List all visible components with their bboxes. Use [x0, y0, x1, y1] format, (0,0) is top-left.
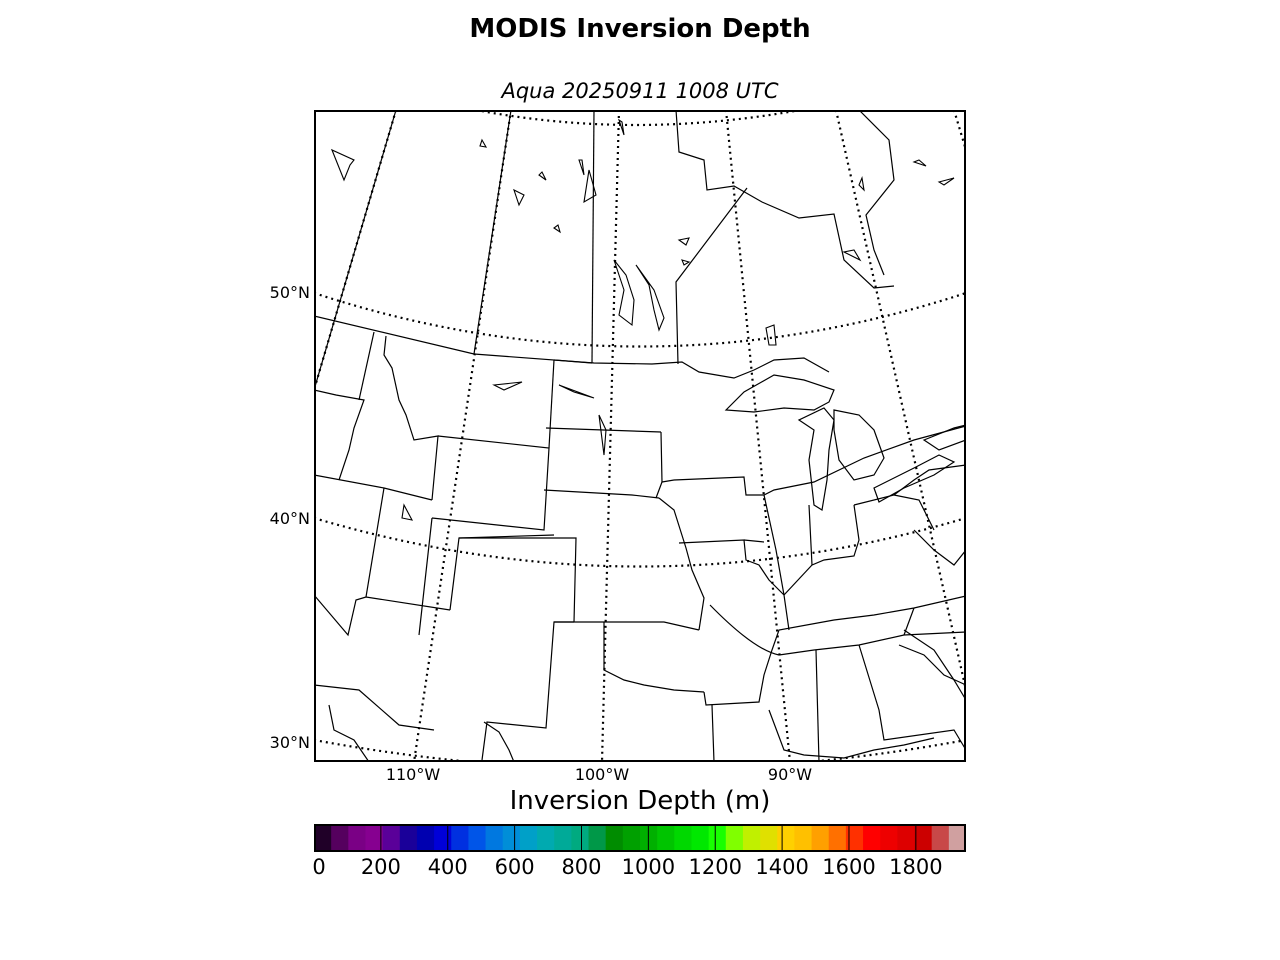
colorbar-segment: [811, 824, 830, 852]
colorbar-segment: [777, 824, 795, 852]
colorbar-segment: [537, 824, 555, 852]
colorbar-segment: [434, 824, 452, 852]
colorbar-segment: [451, 824, 469, 852]
colorbar-segment: [468, 824, 487, 852]
lon-label-110w: 110°W: [385, 765, 441, 784]
colorbar-segment: [502, 824, 521, 852]
colorbar-tick-label: 1000: [621, 855, 676, 879]
lon-label-100w: 100°W: [574, 765, 630, 784]
colorbar-segment: [519, 824, 538, 852]
colorbar-segment: [657, 824, 675, 852]
colorbar-segment: [725, 824, 744, 852]
lon-label-90w: 90°W: [767, 765, 813, 784]
colorbar-segment: [399, 824, 418, 852]
plot-subtitle: Aqua 20250911 1008 UTC: [501, 79, 779, 103]
colorbar-segment: [485, 824, 504, 852]
colorbar-tick-label: 200: [360, 855, 401, 879]
colorbar-segment: [331, 824, 349, 852]
colorbar-segment: [897, 824, 916, 852]
colorbar-segment: [588, 824, 607, 852]
lat-label-40: 40°N: [269, 509, 310, 528]
colorbar-tick-label: 600: [494, 855, 535, 879]
colorbar-segment: [931, 824, 950, 852]
colorbar-segment: [571, 824, 590, 852]
colorbar-segment: [948, 824, 966, 852]
colorbar-segment: [863, 824, 881, 852]
colorbar-segment: [742, 824, 761, 852]
colorbar-segment: [416, 824, 435, 852]
plot-title: MODIS Inversion Depth: [469, 14, 811, 44]
lakes: [330, 118, 955, 521]
colorbar-segment: [794, 824, 813, 852]
colorbar-segment: [382, 824, 401, 852]
colorbar-segment: [348, 824, 366, 852]
colorbar-segment: [605, 824, 624, 852]
colorbar-segment: [674, 824, 692, 852]
colorbar-title: Inversion Depth (m): [509, 786, 771, 816]
colorbar-segment: [880, 824, 898, 852]
colorbar-tick-label: 1400: [755, 855, 809, 879]
colorbar: [314, 824, 966, 852]
colorbar-tick-label: 400: [427, 855, 468, 879]
colorbar-segment: [622, 824, 641, 852]
colorbar-segment: [691, 824, 710, 852]
colorbar-segment: [914, 824, 933, 852]
colorbar-segment: [314, 824, 332, 852]
colorbar-tick-label: 1200: [688, 855, 742, 879]
colorbar-tick-label: 800: [561, 855, 602, 879]
colorbar-border: [314, 824, 966, 852]
lat-label-30: 30°N: [269, 733, 310, 752]
colorbar-segment: [554, 824, 572, 852]
lat-label-50: 50°N: [269, 283, 310, 302]
colorbar-segment: [365, 824, 384, 852]
boundaries: [314, 110, 966, 762]
colorbar-segment: [708, 824, 727, 852]
colorbar-segment: [760, 824, 778, 852]
colorbar-tick-label: 1600: [822, 855, 876, 879]
colorbar-tick-label: 1800: [889, 855, 943, 879]
colorbar-segment: [845, 824, 864, 852]
map-panel: [314, 110, 966, 762]
colorbar-segment: [828, 824, 847, 852]
colorbar-tick-label: 0: [312, 855, 326, 879]
